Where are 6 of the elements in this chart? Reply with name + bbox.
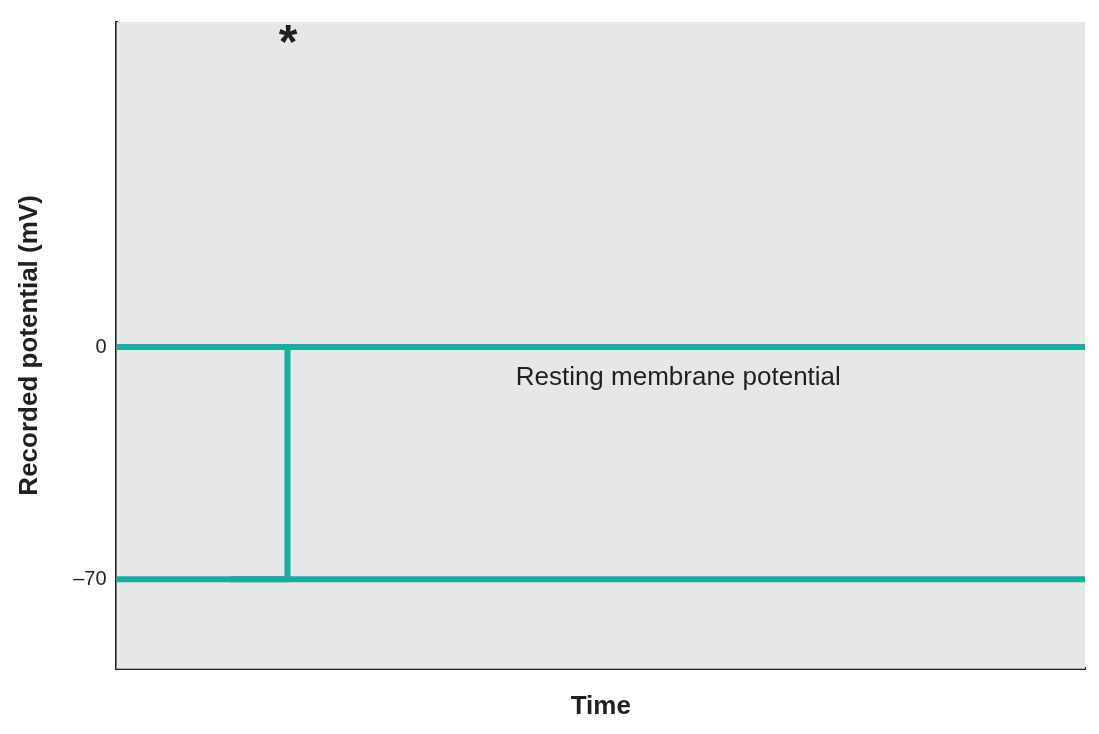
y-tick-label: –70: [73, 566, 107, 589]
y-axis-title: Recorded potential (mV): [12, 195, 43, 496]
y-tick-label: 0: [95, 334, 107, 357]
annotation: Resting membrane potential: [515, 360, 841, 391]
annotation: *: [278, 14, 298, 68]
x-axis-title: Time: [570, 689, 631, 720]
